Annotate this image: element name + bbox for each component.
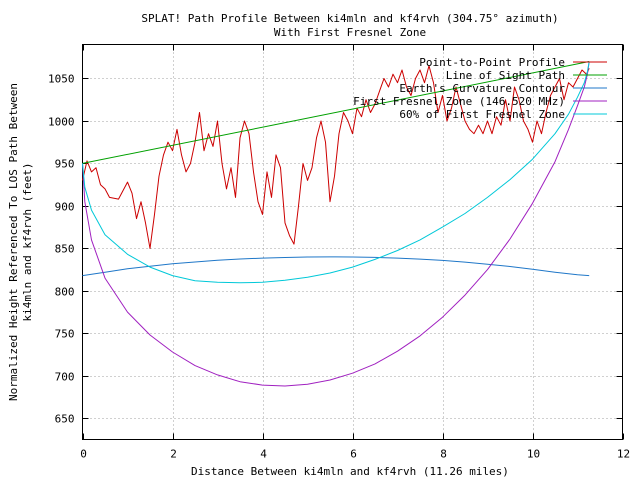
y-axis-label-line2: ki4mln and kf4rvh (feet) — [21, 163, 34, 322]
series-lines — [82, 61, 590, 387]
y-tick-label: 950 — [55, 158, 75, 171]
y-tick-label: 1000 — [48, 116, 75, 129]
legend-label-4: First Fresnel Zone (146.520 MHz) — [353, 95, 565, 108]
y-tick-label: 750 — [55, 328, 75, 341]
chart-subtitle: With First Fresnel Zone — [274, 26, 426, 39]
y-tick-label: 900 — [55, 201, 75, 214]
x-tick-label: 12 — [617, 448, 630, 461]
y-tick-label: 800 — [55, 286, 75, 299]
legend-label-5: 60% of First Fresnel Zone — [399, 108, 565, 121]
y-tick-label: 700 — [55, 371, 75, 384]
x-tick-label: 0 — [80, 448, 87, 461]
chart-title: SPLAT! Path Profile Between ki4mln and k… — [141, 12, 558, 25]
axis-ticks: 0 2 4 6 8 10 12 650 700 750 800 850 900 950 1000 1050 — [48, 44, 630, 461]
series-line-5 — [82, 61, 590, 284]
y-axis-label-line1: Normalized Height Referenced To LOS Path… — [7, 83, 20, 401]
x-tick-label: 2 — [170, 448, 177, 461]
x-tick-label: 8 — [440, 448, 447, 461]
x-tick-label: 4 — [260, 448, 267, 461]
legend-label-2: Line of Sight Path — [446, 69, 565, 82]
x-tick-label: 6 — [350, 448, 357, 461]
series-line-1 — [82, 65, 590, 249]
legend-label-3: Earth's Curvature Contour — [399, 82, 565, 95]
legend-label-1: Point-to-Point Profile — [419, 56, 565, 69]
y-tick-label: 1050 — [48, 73, 75, 86]
series-line-2 — [82, 61, 590, 164]
x-tick-label: 10 — [527, 448, 540, 461]
y-tick-label: 850 — [55, 243, 75, 256]
series-line-3 — [82, 256, 590, 277]
y-tick-label: 650 — [55, 413, 75, 426]
series-line-4 — [82, 61, 590, 387]
x-axis-label: Distance Between ki4mln and kf4rvh (11.2… — [191, 465, 509, 478]
plot-frame — [82, 44, 623, 440]
